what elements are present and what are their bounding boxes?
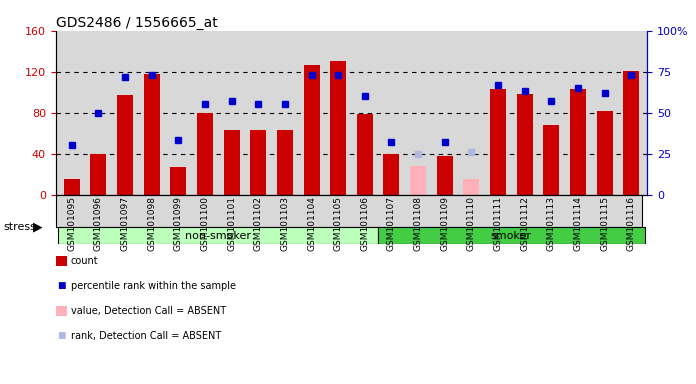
Text: ■: ■ [57, 281, 65, 290]
Bar [143, 74, 159, 195]
FancyBboxPatch shape [58, 227, 378, 244]
Bar [624, 71, 640, 195]
Bar [303, 65, 319, 195]
Text: non-smoker: non-smoker [185, 230, 251, 240]
FancyBboxPatch shape [378, 227, 644, 244]
Bar [516, 94, 532, 195]
Text: GSM101107: GSM101107 [387, 196, 396, 251]
Text: stress: stress [3, 222, 36, 232]
Text: GSM101103: GSM101103 [280, 196, 290, 251]
Bar [251, 130, 266, 195]
Bar [330, 61, 346, 195]
Text: rank, Detection Call = ABSENT: rank, Detection Call = ABSENT [71, 331, 221, 341]
Bar [383, 154, 400, 195]
Bar [544, 125, 560, 195]
Bar [437, 156, 452, 195]
Text: GSM101096: GSM101096 [94, 196, 103, 251]
Bar [570, 89, 586, 195]
Bar [464, 179, 480, 195]
Text: GSM101113: GSM101113 [547, 196, 556, 251]
Text: ■: ■ [57, 331, 65, 340]
Text: GSM101102: GSM101102 [254, 196, 262, 251]
Bar [117, 95, 133, 195]
Text: GSM101095: GSM101095 [68, 196, 76, 251]
Bar [357, 114, 373, 195]
Text: smoker: smoker [491, 230, 532, 240]
Text: GSM101099: GSM101099 [174, 196, 183, 251]
Text: GSM101116: GSM101116 [627, 196, 635, 251]
Bar [277, 130, 293, 195]
Text: percentile rank within the sample: percentile rank within the sample [71, 281, 236, 291]
Bar [490, 89, 506, 195]
Text: GSM101111: GSM101111 [493, 196, 503, 251]
Bar [410, 166, 426, 195]
Bar [171, 167, 187, 195]
FancyBboxPatch shape [56, 195, 642, 227]
Text: GSM101105: GSM101105 [333, 196, 342, 251]
Bar [63, 179, 79, 195]
Text: GSM101101: GSM101101 [227, 196, 236, 251]
Text: GSM101104: GSM101104 [307, 196, 316, 251]
Text: GSM101106: GSM101106 [361, 196, 370, 251]
Text: GSM101115: GSM101115 [600, 196, 609, 251]
Text: GDS2486 / 1556665_at: GDS2486 / 1556665_at [56, 16, 217, 30]
Text: count: count [71, 256, 99, 266]
Bar [197, 113, 213, 195]
Bar [596, 111, 612, 195]
Text: GSM101108: GSM101108 [413, 196, 422, 251]
Text: GSM101100: GSM101100 [200, 196, 209, 251]
Text: GSM101114: GSM101114 [574, 196, 583, 251]
Text: GSM101097: GSM101097 [120, 196, 129, 251]
Bar [90, 154, 106, 195]
Text: GSM101110: GSM101110 [467, 196, 476, 251]
Text: GSM101109: GSM101109 [441, 196, 449, 251]
Text: value, Detection Call = ABSENT: value, Detection Call = ABSENT [71, 306, 226, 316]
Text: GSM101112: GSM101112 [520, 196, 529, 251]
Bar [223, 130, 239, 195]
Text: ▶: ▶ [33, 221, 43, 234]
Text: GSM101098: GSM101098 [147, 196, 156, 251]
